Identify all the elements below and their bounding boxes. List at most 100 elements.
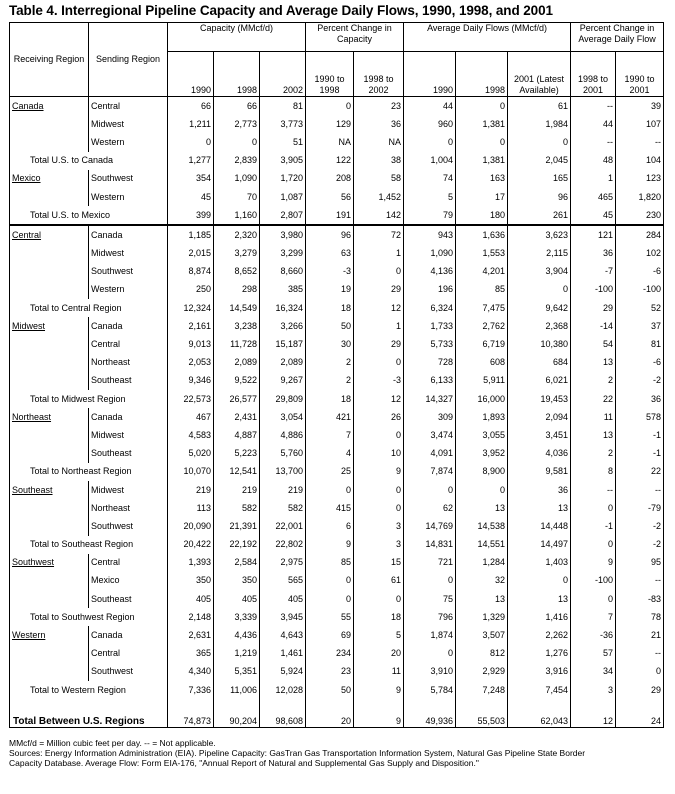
value-cell: 6,133 <box>403 371 457 390</box>
value-cell: 3,773 <box>258 115 307 134</box>
value-cell: 9 <box>353 462 405 481</box>
value-cell: 4,886 <box>258 426 307 445</box>
table-row: Midwest Canada 2,161 3,238 3,266 50 1 1,733 2,76… <box>9 317 665 336</box>
value-cell: 13 <box>507 590 572 609</box>
value-cell: 3,623 <box>507 225 572 245</box>
value-cell: 26,577 <box>213 390 260 409</box>
value-cell: 22,001 <box>258 517 307 536</box>
table-notes: MMcf/d = Million cubic feet per day. -- … <box>9 738 669 768</box>
total-label: Total to Western Region <box>9 681 168 700</box>
value-cell: NA <box>305 133 355 152</box>
value-cell: 4,887 <box>213 426 260 445</box>
value-cell: 8 <box>570 462 617 481</box>
value-cell: 142 <box>353 206 405 227</box>
value-cell: 812 <box>455 644 509 663</box>
value-cell: 57 <box>570 644 617 663</box>
value-cell: 1,393 <box>167 553 214 572</box>
table-row: Southeast 9,346 9,522 9,267 2 -3 6,133 5,911 6,0… <box>9 371 665 390</box>
value-cell: 0 <box>507 571 572 591</box>
value-cell: 37 <box>615 317 665 336</box>
value-cell: 2 <box>305 371 355 390</box>
value-cell: 1,820 <box>615 187 665 207</box>
value-cell: 354 <box>167 169 214 188</box>
value-cell: 196 <box>403 280 457 300</box>
value-cell: 3,299 <box>258 244 307 263</box>
value-cell: 107 <box>615 115 665 134</box>
value-cell: 0 <box>570 499 617 518</box>
value-cell: 405 <box>167 590 214 609</box>
col-header: 1990 to 1998 <box>305 51 355 97</box>
value-cell: 45 <box>167 187 214 207</box>
value-cell: 1,733 <box>403 317 457 336</box>
value-cell: 9,013 <box>167 335 214 354</box>
value-cell: 1,277 <box>167 151 214 170</box>
total-row: Total to Western Region 7,336 11,006 12,028… <box>9 681 665 700</box>
receiving-region-cell <box>9 187 89 207</box>
value-cell: 36 <box>507 480 572 500</box>
value-cell: 9,642 <box>507 299 572 318</box>
sending-region-cell: Southwest <box>88 517 168 536</box>
value-cell: 29 <box>353 335 405 354</box>
value-cell: 10 <box>353 444 405 463</box>
table-row: Western Canada 2,631 4,436 4,643 69 5 1,874 3,50… <box>9 626 665 645</box>
receiving-region-cell: Northeast <box>9 408 89 427</box>
value-cell: 26 <box>353 408 405 427</box>
abbreviation-note: MMcf/d = Million cubic feet per day. -- … <box>9 738 216 748</box>
value-cell: 12,028 <box>258 681 307 700</box>
value-cell: 4 <box>305 444 355 463</box>
value-cell: 61 <box>353 571 405 591</box>
table-row: Southwest 20,090 21,391 22,001 6 3 14,769 14,53… <box>9 517 665 536</box>
value-cell: -- <box>615 571 665 591</box>
value-cell: 261 <box>507 206 572 227</box>
value-cell: 582 <box>258 499 307 518</box>
value-cell: 2,115 <box>507 244 572 263</box>
value-cell: 4,036 <box>507 444 572 463</box>
value-cell: 9,346 <box>167 371 214 390</box>
value-cell: 3 <box>353 517 405 536</box>
value-cell: 608 <box>455 353 509 372</box>
sending-region-cell: Midwest <box>88 244 168 263</box>
value-cell: 5,020 <box>167 444 214 463</box>
table-header: Receiving Region Sending Region Capacity… <box>9 22 665 97</box>
value-cell: 15,187 <box>258 335 307 354</box>
value-cell: 96 <box>507 187 572 207</box>
value-cell: 39 <box>615 96 665 116</box>
value-cell: 78 <box>615 608 665 627</box>
value-cell: 23 <box>353 96 405 116</box>
value-cell: 3,952 <box>455 444 509 463</box>
sending-region-cell: Southeast <box>88 444 168 463</box>
value-cell: 13,700 <box>258 462 307 481</box>
sending-region-cell: Northeast <box>88 499 168 518</box>
value-cell: 3,279 <box>213 244 260 263</box>
value-cell: 18 <box>305 390 355 409</box>
value-cell: 0 <box>615 662 665 681</box>
sending-region-cell: Midwest <box>88 426 168 445</box>
total-label: Total U.S. to Mexico <box>9 206 168 227</box>
value-cell: 55,503 <box>455 699 509 729</box>
total-row: Total to Northeast Region 10,070 12,541 13,… <box>9 462 665 481</box>
value-cell: 85 <box>455 280 509 300</box>
value-cell: -- <box>570 133 617 152</box>
value-cell: 7,336 <box>167 681 214 700</box>
receiving-region-cell <box>9 133 89 152</box>
value-cell: 49,936 <box>403 699 457 729</box>
sending-region-cell: Western <box>88 280 168 300</box>
sources-note: Sources: Energy Information Administrati… <box>9 748 586 758</box>
sending-region-cell: Canada <box>88 626 168 645</box>
value-cell: 365 <box>167 644 214 663</box>
sending-region-header: Sending Region <box>88 22 168 97</box>
value-cell: 2,148 <box>167 608 214 627</box>
value-cell: 0 <box>570 590 617 609</box>
sending-region-cell: Canada <box>88 317 168 336</box>
table-row: Midwest 1,211 2,773 3,773 129 36 960 1,381 1,984… <box>9 115 665 134</box>
value-cell: 1,452 <box>353 187 405 207</box>
value-cell: 2 <box>570 444 617 463</box>
table-row: Southwest 8,874 8,652 8,660 -3 0 4,136 4,201 3,9… <box>9 262 665 281</box>
total-label: Total to Southeast Region <box>9 535 168 554</box>
value-cell: 1,893 <box>455 408 509 427</box>
value-cell: 5,911 <box>455 371 509 390</box>
value-cell: 3,905 <box>258 151 307 170</box>
value-cell: 6 <box>305 517 355 536</box>
value-cell: 465 <box>570 187 617 207</box>
value-cell: 165 <box>507 169 572 188</box>
